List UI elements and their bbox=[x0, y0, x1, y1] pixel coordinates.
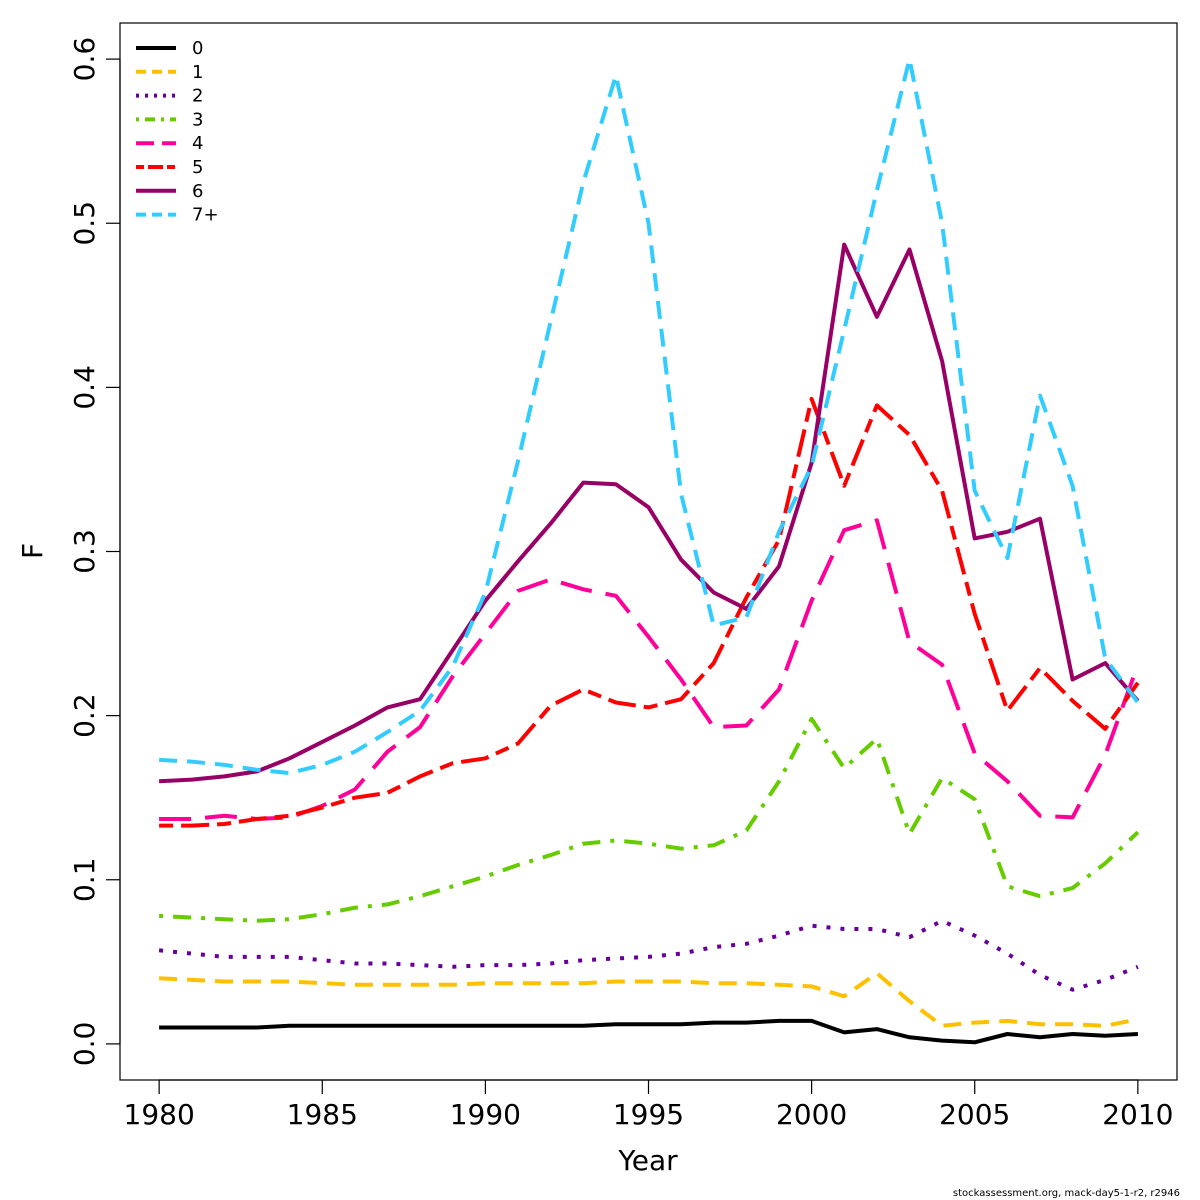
x-tick-label: 2000 bbox=[776, 1098, 847, 1131]
series-line-4 bbox=[159, 518, 1140, 821]
x-tick-label: 1995 bbox=[613, 1098, 684, 1131]
series-line-1 bbox=[158, 971, 1139, 1028]
y-axis: 0.0 0.1 0.2 0.3 0.4 0.5 0.6 bbox=[68, 37, 121, 1067]
y-tick-label: 0.5 bbox=[68, 201, 101, 246]
series-line-5 bbox=[159, 396, 1140, 828]
series-line-3 bbox=[159, 716, 1140, 923]
y-axis-title: F bbox=[16, 543, 49, 559]
x-tick-label: 1980 bbox=[124, 1098, 195, 1131]
y-tick-label: 0.1 bbox=[68, 857, 101, 902]
legend-label: 4 bbox=[192, 133, 203, 154]
x-tick-label: 2010 bbox=[1102, 1098, 1173, 1131]
series-line-7plus bbox=[158, 57, 1140, 776]
x-tick-label: 2005 bbox=[939, 1098, 1010, 1131]
x-tick-label: 1990 bbox=[450, 1098, 521, 1131]
plot-frame bbox=[119, 22, 1178, 1081]
legend-label: 6 bbox=[192, 181, 203, 202]
legend-label: 0 bbox=[192, 38, 203, 59]
y-tick-label: 0.0 bbox=[68, 1022, 101, 1067]
x-axis: 1980 1985 1990 1995 2000 2005 2010 bbox=[124, 1079, 1173, 1131]
x-axis-title: Year bbox=[617, 1144, 678, 1177]
legend-label: 2 bbox=[192, 86, 203, 107]
series-line-0 bbox=[159, 1018, 1139, 1045]
x-tick-label: 1985 bbox=[287, 1098, 358, 1131]
series-layer bbox=[158, 57, 1140, 1045]
legend-label: 3 bbox=[192, 109, 203, 130]
legend-label: 7+ bbox=[192, 205, 219, 226]
y-tick-label: 0.6 bbox=[68, 37, 101, 82]
y-tick-label: 0.4 bbox=[68, 365, 101, 410]
y-tick-label: 0.3 bbox=[68, 529, 101, 574]
series-line-2 bbox=[158, 918, 1139, 992]
footer-credit: stockassessment.org, mack-day5-1-r2, r29… bbox=[953, 1188, 1180, 1199]
y-tick-label: 0.2 bbox=[68, 693, 101, 738]
legend-label: 1 bbox=[192, 62, 203, 83]
series-line-6 bbox=[158, 242, 1140, 784]
legend-label: 5 bbox=[192, 157, 203, 178]
